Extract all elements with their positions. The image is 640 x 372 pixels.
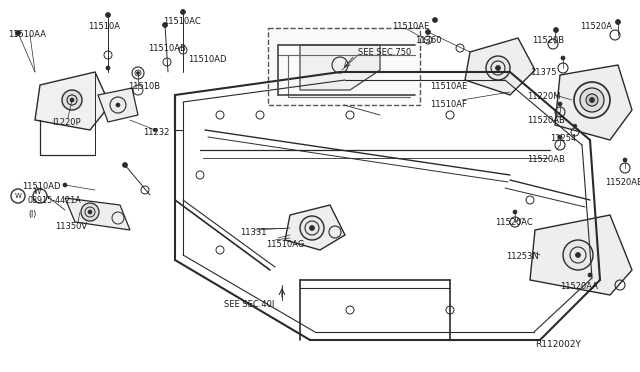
Circle shape bbox=[586, 94, 598, 106]
Polygon shape bbox=[465, 38, 535, 95]
Circle shape bbox=[163, 22, 168, 28]
Circle shape bbox=[153, 128, 157, 132]
Text: 11520AB: 11520AB bbox=[527, 155, 565, 164]
Text: 11331: 11331 bbox=[240, 228, 266, 237]
Text: 11510AB: 11510AB bbox=[148, 44, 186, 53]
Polygon shape bbox=[530, 215, 632, 295]
Text: R112002Y: R112002Y bbox=[535, 340, 581, 349]
Circle shape bbox=[513, 210, 517, 214]
Circle shape bbox=[616, 19, 621, 25]
Circle shape bbox=[88, 210, 92, 214]
Text: W: W bbox=[33, 187, 41, 196]
Text: 11510AF: 11510AF bbox=[430, 100, 467, 109]
Circle shape bbox=[180, 10, 186, 15]
Text: 11510AD: 11510AD bbox=[22, 182, 61, 191]
Text: 11520AB: 11520AB bbox=[527, 116, 565, 125]
Text: 11510AD: 11510AD bbox=[188, 55, 227, 64]
Polygon shape bbox=[555, 65, 632, 140]
Text: (I): (I) bbox=[28, 210, 36, 219]
Circle shape bbox=[561, 56, 565, 60]
Text: 11254: 11254 bbox=[550, 134, 576, 143]
Circle shape bbox=[426, 29, 431, 35]
Polygon shape bbox=[268, 28, 420, 105]
Polygon shape bbox=[98, 88, 138, 122]
Text: 11520B: 11520B bbox=[532, 36, 564, 45]
Text: 11520A: 11520A bbox=[580, 22, 612, 31]
Circle shape bbox=[495, 65, 500, 71]
Circle shape bbox=[573, 124, 577, 128]
Text: 11510AA: 11510AA bbox=[8, 30, 46, 39]
Text: 08915-4421A: 08915-4421A bbox=[28, 196, 82, 205]
Text: 11520AA: 11520AA bbox=[560, 282, 598, 291]
Circle shape bbox=[106, 66, 110, 70]
Text: 11220M: 11220M bbox=[527, 92, 561, 101]
Polygon shape bbox=[300, 45, 380, 90]
Text: 11510AE: 11510AE bbox=[392, 22, 429, 31]
Text: 11232: 11232 bbox=[143, 128, 170, 137]
Text: I1220P: I1220P bbox=[52, 118, 81, 127]
Text: 11510A: 11510A bbox=[88, 22, 120, 31]
Text: 11510AE: 11510AE bbox=[430, 82, 467, 91]
Circle shape bbox=[580, 88, 604, 112]
Circle shape bbox=[574, 82, 610, 118]
Circle shape bbox=[70, 98, 74, 102]
Text: 11350V: 11350V bbox=[55, 222, 87, 231]
Text: 11510B: 11510B bbox=[128, 82, 160, 91]
Circle shape bbox=[106, 13, 111, 17]
Text: 11360: 11360 bbox=[415, 36, 442, 45]
Circle shape bbox=[575, 253, 580, 257]
Circle shape bbox=[63, 183, 67, 187]
Polygon shape bbox=[65, 198, 130, 230]
Text: 11510AG: 11510AG bbox=[266, 240, 305, 249]
Text: 11510AC: 11510AC bbox=[163, 17, 201, 26]
Circle shape bbox=[136, 71, 140, 74]
Circle shape bbox=[589, 97, 595, 103]
Circle shape bbox=[558, 102, 562, 106]
Text: 11375: 11375 bbox=[530, 68, 557, 77]
Circle shape bbox=[623, 158, 627, 162]
Circle shape bbox=[558, 135, 562, 139]
Circle shape bbox=[433, 17, 438, 22]
Circle shape bbox=[122, 163, 127, 167]
Text: SEE SEC.750: SEE SEC.750 bbox=[358, 48, 412, 57]
Text: W: W bbox=[15, 193, 21, 199]
Circle shape bbox=[310, 225, 314, 231]
Circle shape bbox=[81, 203, 99, 221]
Text: 11520AC: 11520AC bbox=[495, 218, 532, 227]
Circle shape bbox=[486, 56, 510, 80]
Circle shape bbox=[300, 216, 324, 240]
Polygon shape bbox=[35, 72, 110, 130]
Circle shape bbox=[116, 103, 120, 107]
Circle shape bbox=[554, 28, 559, 32]
Circle shape bbox=[588, 273, 592, 277]
Polygon shape bbox=[285, 205, 345, 250]
Circle shape bbox=[15, 31, 20, 35]
Circle shape bbox=[563, 240, 593, 270]
Text: SEE SEC.40I: SEE SEC.40I bbox=[224, 300, 275, 309]
Text: 11253N: 11253N bbox=[506, 252, 539, 261]
Text: 11520AB: 11520AB bbox=[605, 178, 640, 187]
Circle shape bbox=[62, 90, 82, 110]
